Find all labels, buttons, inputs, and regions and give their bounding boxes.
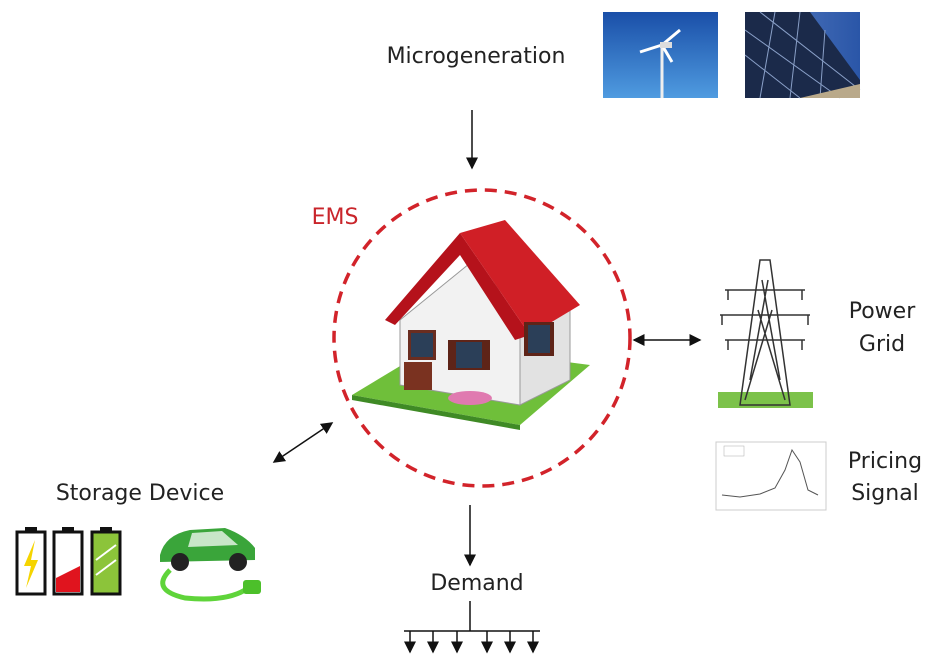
wind-turbine-photo (603, 12, 718, 98)
house (352, 220, 590, 430)
microgeneration-label: Microgeneration (387, 44, 566, 69)
arrow (272, 422, 334, 463)
electric-car (160, 528, 261, 602)
storage-device-label: Storage Device (56, 481, 224, 506)
power-grid-label: Power (849, 299, 916, 324)
batteries (15, 527, 122, 596)
demand-loads (404, 601, 540, 654)
pricing-signal-label: Pricing (848, 449, 922, 474)
solar-panel-photo (744, 11, 861, 99)
pricing-signal-label: Signal (851, 481, 919, 506)
ems-boundary (332, 188, 632, 488)
power-pylon (718, 259, 813, 408)
power-grid-label: Grid (859, 332, 905, 357)
demand-label: Demand (430, 571, 523, 596)
pricing-chart-thumbnail (715, 441, 827, 511)
ems-label: EMS (312, 205, 359, 230)
